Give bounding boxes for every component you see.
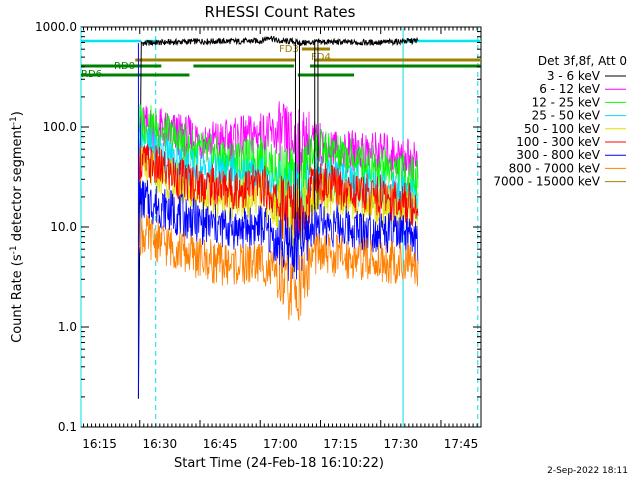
y-tick-label-0: 0.1 [58,420,77,434]
y-axis-label: Count Rate (s-1 detector segment-1) [9,111,25,343]
legend-label-8: 7000 - 15000 keV [493,175,600,189]
attenuator-bars: FD3 FD4 RD0 RD6 [81,44,481,80]
series-line-5 [138,137,419,241]
series-group [137,35,419,399]
legend-label-2: 12 - 25 keV [532,95,601,109]
x-tick-label-2: 16:45 [203,437,238,451]
state-bar-label-6: RD6 [81,69,102,80]
x-tick-label-5: 17:30 [384,437,419,451]
series-line-6 [138,180,419,281]
x-tick-label-0: 16:15 [82,437,117,451]
x-axis: 16:15 16:30 16:45 17:00 17:15 17:30 17:45 [82,27,478,451]
legend-label-1: 6 - 12 keV [539,82,601,96]
state-bar-label-1: FD4 [311,52,331,63]
guide-lines [80,27,481,427]
y-tick-label-1: 1.0 [58,320,77,334]
x-tick-label-4: 17:15 [323,437,358,451]
state-bar-label-0: FD3 [279,44,299,55]
legend-label-6: 300 - 800 keV [516,148,600,162]
y-tick-label-4: 1000.0 [35,20,77,34]
y-axis: 0.1 1.0 10.0 100.0 1000.0 [35,20,481,434]
series-line-0 [137,35,419,399]
state-bar-label-3: RD0 [114,61,135,72]
x-tick-label-6: 17:45 [444,437,479,451]
legend-title: Det 3f,8f, Att 0 [538,54,627,68]
legend-label-3: 25 - 50 keV [532,109,601,123]
x-axis-label: Start Time (24-Feb-18 16:10:22) [174,456,384,471]
footer-date: 2-Sep-2022 18:11 [547,466,628,476]
y-tick-label-3: 100.0 [43,120,77,134]
legend-label-0: 3 - 6 keV [547,69,601,83]
series-line-7 [138,213,419,322]
y-tick-label-2: 10.0 [50,220,77,234]
x-tick-label-3: 17:00 [263,437,298,451]
chart-title: RHESSI Count Rates [205,3,356,21]
legend-label-4: 50 - 100 keV [524,122,601,136]
legend-label-7: 800 - 7000 keV [509,161,601,175]
legend-label-5: 100 - 300 keV [516,135,600,149]
x-tick-label-1: 16:30 [143,437,178,451]
